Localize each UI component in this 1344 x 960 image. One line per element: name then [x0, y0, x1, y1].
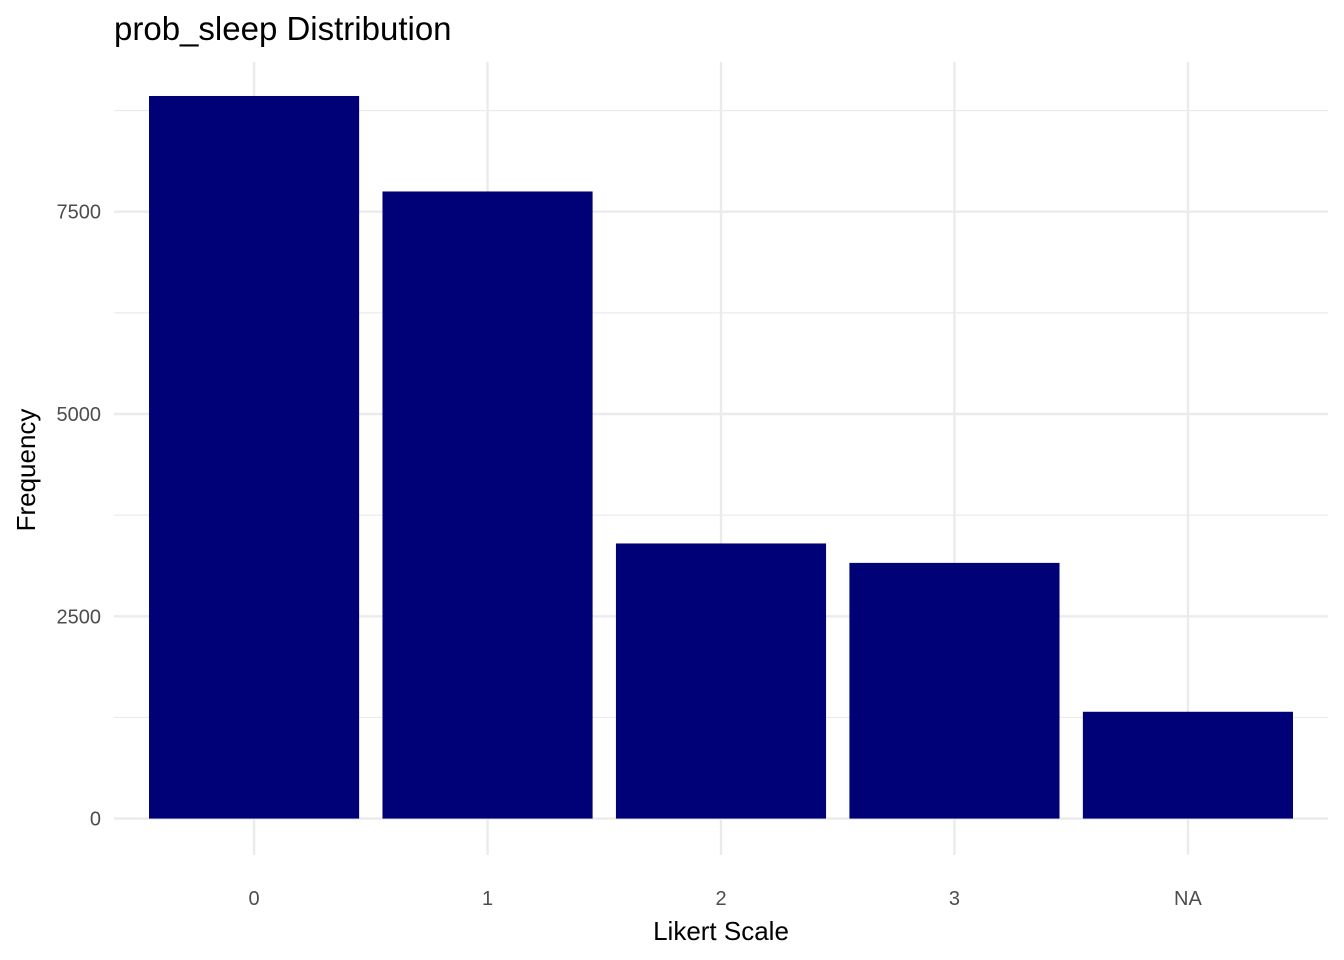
y-tick-label: 0 — [90, 809, 101, 831]
bar — [615, 543, 827, 819]
x-tick-label: NA — [1174, 888, 1202, 910]
bar — [149, 95, 360, 819]
x-tick-label: 2 — [715, 888, 726, 910]
y-tick-label: 2500 — [57, 606, 102, 628]
y-axis-title: Frequency — [11, 409, 41, 532]
x-tick-label: 3 — [949, 888, 960, 910]
bars-layer — [149, 95, 1293, 819]
x-tick-label: 0 — [249, 888, 260, 910]
y-tick-label: 7500 — [57, 202, 102, 224]
chart-title: prob_sleep Distribution — [114, 10, 452, 47]
x-axis-title: Likert Scale — [653, 916, 789, 946]
y-tick-label: 5000 — [57, 404, 102, 426]
bar — [382, 191, 593, 819]
bar — [849, 562, 1060, 819]
x-axis-ticks: 0 1 2 3 NA — [249, 888, 1203, 910]
x-tick-label: 1 — [482, 888, 493, 910]
y-axis-ticks: 0 2500 5000 7500 — [57, 202, 102, 831]
bar — [1082, 711, 1293, 819]
